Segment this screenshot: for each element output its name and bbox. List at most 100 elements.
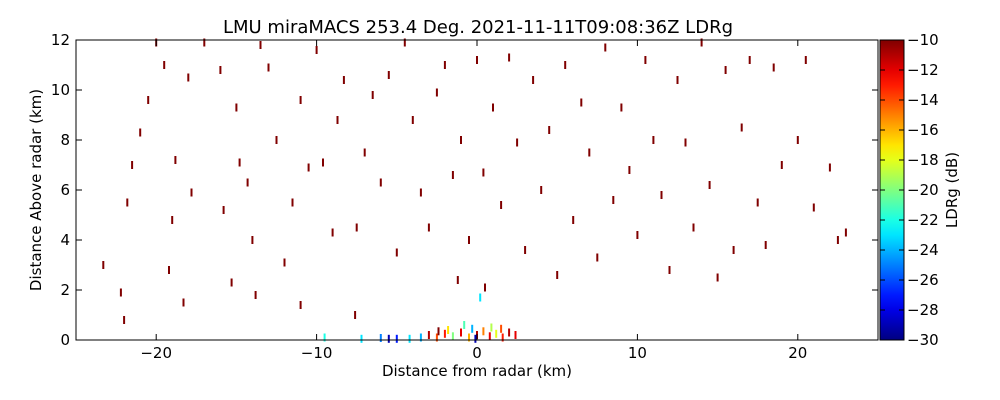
data-point bbox=[419, 188, 422, 197]
data-point bbox=[540, 186, 543, 194]
colorbar-tick-label: −24 bbox=[907, 241, 939, 259]
colorbar-tick-label: −26 bbox=[907, 271, 939, 289]
data-point bbox=[171, 216, 174, 224]
x-tick-label: −20 bbox=[140, 344, 172, 362]
data-point bbox=[479, 293, 482, 302]
data-point bbox=[836, 236, 839, 244]
data-point bbox=[451, 332, 454, 341]
data-point bbox=[190, 188, 193, 197]
data-point bbox=[323, 333, 326, 342]
data-point bbox=[387, 71, 390, 79]
data-point bbox=[299, 301, 302, 309]
data-point bbox=[187, 73, 190, 82]
data-point bbox=[514, 331, 517, 339]
data-point bbox=[692, 223, 695, 232]
data-point bbox=[163, 61, 166, 69]
data-point bbox=[604, 43, 607, 52]
data-point bbox=[411, 116, 414, 124]
colorbar-tick-label: −22 bbox=[907, 211, 939, 229]
data-point bbox=[812, 203, 815, 212]
data-point bbox=[307, 163, 310, 172]
y-axis: 0 2 4 6 8 10 12 bbox=[51, 31, 878, 349]
data-point bbox=[482, 327, 485, 336]
y-tick-label: 2 bbox=[60, 281, 70, 299]
data-point bbox=[740, 123, 743, 132]
data-point bbox=[844, 228, 847, 237]
data-point bbox=[716, 273, 719, 282]
data-points-layer bbox=[102, 38, 847, 343]
data-point bbox=[684, 138, 687, 147]
data-point bbox=[456, 276, 459, 284]
plot-background bbox=[76, 40, 878, 340]
x-tick-label: 10 bbox=[628, 344, 647, 362]
data-point bbox=[379, 178, 382, 187]
x-tick-label: −10 bbox=[301, 344, 333, 362]
data-point bbox=[299, 96, 302, 104]
data-point bbox=[126, 198, 129, 207]
y-axis-label: Distance Above radar (km) bbox=[27, 89, 45, 291]
data-point bbox=[482, 168, 485, 177]
data-point bbox=[508, 53, 511, 62]
data-point bbox=[267, 63, 270, 72]
y-tick-label: 4 bbox=[60, 231, 70, 249]
data-point bbox=[246, 178, 249, 187]
data-point bbox=[379, 334, 382, 342]
y-tick-label: 8 bbox=[60, 131, 70, 149]
y-tick-label: 6 bbox=[60, 181, 70, 199]
data-point bbox=[139, 128, 142, 137]
data-point bbox=[676, 76, 679, 84]
chart-title: LMU miraMACS 253.4 Deg. 2021-11-11T09:08… bbox=[223, 17, 733, 38]
data-point bbox=[222, 206, 225, 214]
data-point bbox=[500, 324, 503, 333]
data-point bbox=[102, 261, 105, 269]
data-point bbox=[182, 298, 185, 307]
data-point bbox=[427, 223, 430, 232]
data-point bbox=[230, 278, 233, 287]
data-point bbox=[460, 136, 462, 144]
data-point bbox=[508, 328, 511, 337]
data-point bbox=[620, 103, 623, 112]
data-point bbox=[564, 61, 567, 69]
data-point bbox=[251, 236, 254, 244]
data-point bbox=[748, 56, 751, 64]
data-point bbox=[732, 246, 735, 254]
data-point bbox=[363, 148, 366, 157]
data-point bbox=[123, 316, 126, 324]
data-point bbox=[408, 334, 411, 343]
data-point bbox=[238, 158, 241, 167]
colorbar-tick-label: −12 bbox=[907, 61, 939, 79]
data-point bbox=[174, 156, 177, 164]
x-tick-label: 0 bbox=[472, 344, 482, 362]
data-point bbox=[235, 103, 238, 112]
data-point bbox=[484, 283, 486, 292]
y-tick-label: 10 bbox=[51, 81, 70, 99]
data-point bbox=[435, 88, 438, 97]
colorbar-tick-label: −18 bbox=[907, 151, 939, 169]
data-point bbox=[596, 253, 599, 262]
data-point bbox=[387, 334, 390, 343]
x-axis: −20 −10 0 10 20 bbox=[140, 40, 807, 362]
data-point bbox=[668, 266, 671, 274]
data-point bbox=[516, 138, 519, 147]
data-point bbox=[443, 329, 446, 338]
data-point bbox=[501, 333, 504, 342]
data-point bbox=[556, 271, 559, 279]
data-point bbox=[354, 311, 357, 319]
data-point bbox=[628, 166, 631, 174]
data-point bbox=[708, 181, 711, 189]
colorbar-tick-label: −10 bbox=[907, 31, 939, 49]
data-point bbox=[331, 228, 334, 237]
colorbar-tick-label: −28 bbox=[907, 301, 939, 319]
colorbar-label: LDRg (dB) bbox=[943, 152, 961, 228]
data-point bbox=[476, 56, 478, 64]
data-point bbox=[437, 327, 440, 336]
colorbar-tick-label: −20 bbox=[907, 181, 939, 199]
data-point bbox=[119, 288, 122, 297]
data-point bbox=[131, 161, 134, 169]
data-point bbox=[524, 246, 527, 254]
data-point bbox=[451, 171, 454, 179]
data-point bbox=[355, 223, 358, 232]
colorbar: −10 −12 −14 −16 −18 −20 −22 −24 −26 −28 −30 bbox=[879, 31, 939, 349]
x-tick-label: 20 bbox=[788, 344, 807, 362]
